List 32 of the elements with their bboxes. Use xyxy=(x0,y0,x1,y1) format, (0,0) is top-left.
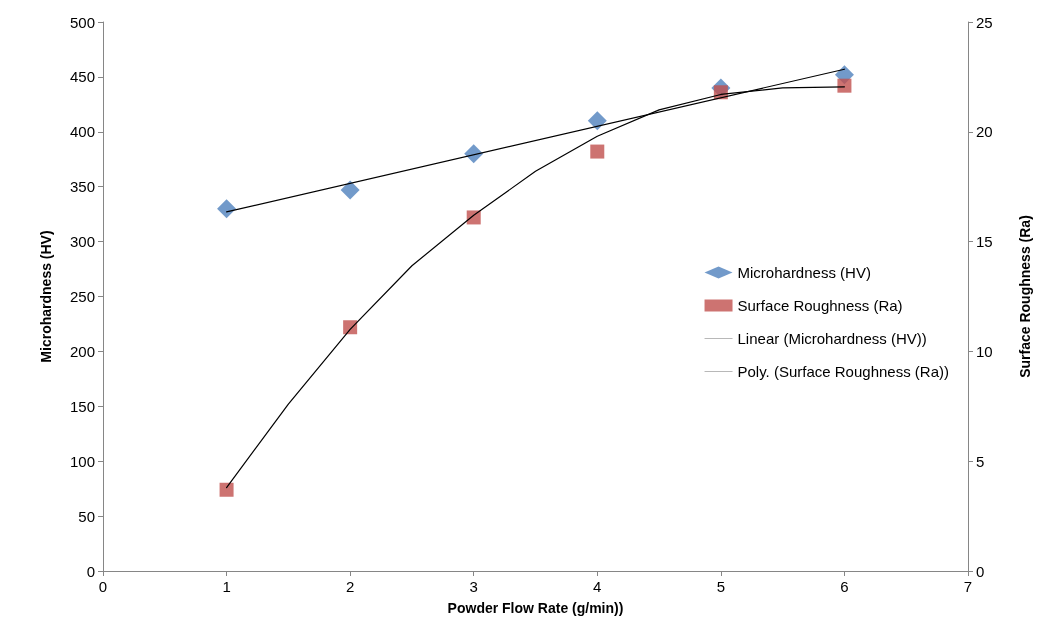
y-tick-label: 200 xyxy=(69,342,95,360)
y-tick-label: 150 xyxy=(69,397,95,415)
y2-tick-label: 5 xyxy=(976,452,985,470)
y2-tick-label: 25 xyxy=(976,13,993,31)
legend-label: Linear (Microhardness (HV)) xyxy=(737,330,927,347)
y2-tick-label: 0 xyxy=(976,562,985,580)
y-tick-label: 300 xyxy=(69,233,95,251)
y2-tick-label: 15 xyxy=(976,233,993,251)
y-tick-label: 350 xyxy=(69,178,95,196)
x-tick-label: 4 xyxy=(593,578,602,595)
y-tick-label: 100 xyxy=(69,452,95,470)
y2-tick-label: 10 xyxy=(976,342,993,360)
legend-label: Surface Roughness (Ra) xyxy=(737,297,903,314)
x-tick-label: 6 xyxy=(840,578,849,595)
legend-label: Poly. (Surface Roughness (Ra)) xyxy=(737,363,950,380)
x-tick-label: 3 xyxy=(469,578,478,595)
y-tick-label: 50 xyxy=(78,507,95,525)
x-tick-label: 5 xyxy=(716,578,726,595)
y-tick-label: 250 xyxy=(69,288,95,305)
x-tick-label: 2 xyxy=(345,578,355,595)
x-axis-title: Powder Flow Rate (g/min)) xyxy=(447,600,624,616)
y-tick-label: 400 xyxy=(69,123,95,141)
x-tick-label: 0 xyxy=(98,578,108,595)
y-tick-label: 0 xyxy=(86,562,95,580)
x-tick-label: 1 xyxy=(222,578,231,595)
y-tick-label: 500 xyxy=(69,13,95,31)
x-tick-label: 7 xyxy=(963,578,973,595)
y2-tick-label: 20 xyxy=(976,123,993,141)
y-tick-label: 450 xyxy=(69,68,95,86)
y-axis-title: Microhardness (HV) xyxy=(38,230,54,363)
legend-label: Microhardness (HV) xyxy=(737,264,871,281)
y2-axis-title: Surface Roughness (Ra) xyxy=(1017,215,1033,378)
